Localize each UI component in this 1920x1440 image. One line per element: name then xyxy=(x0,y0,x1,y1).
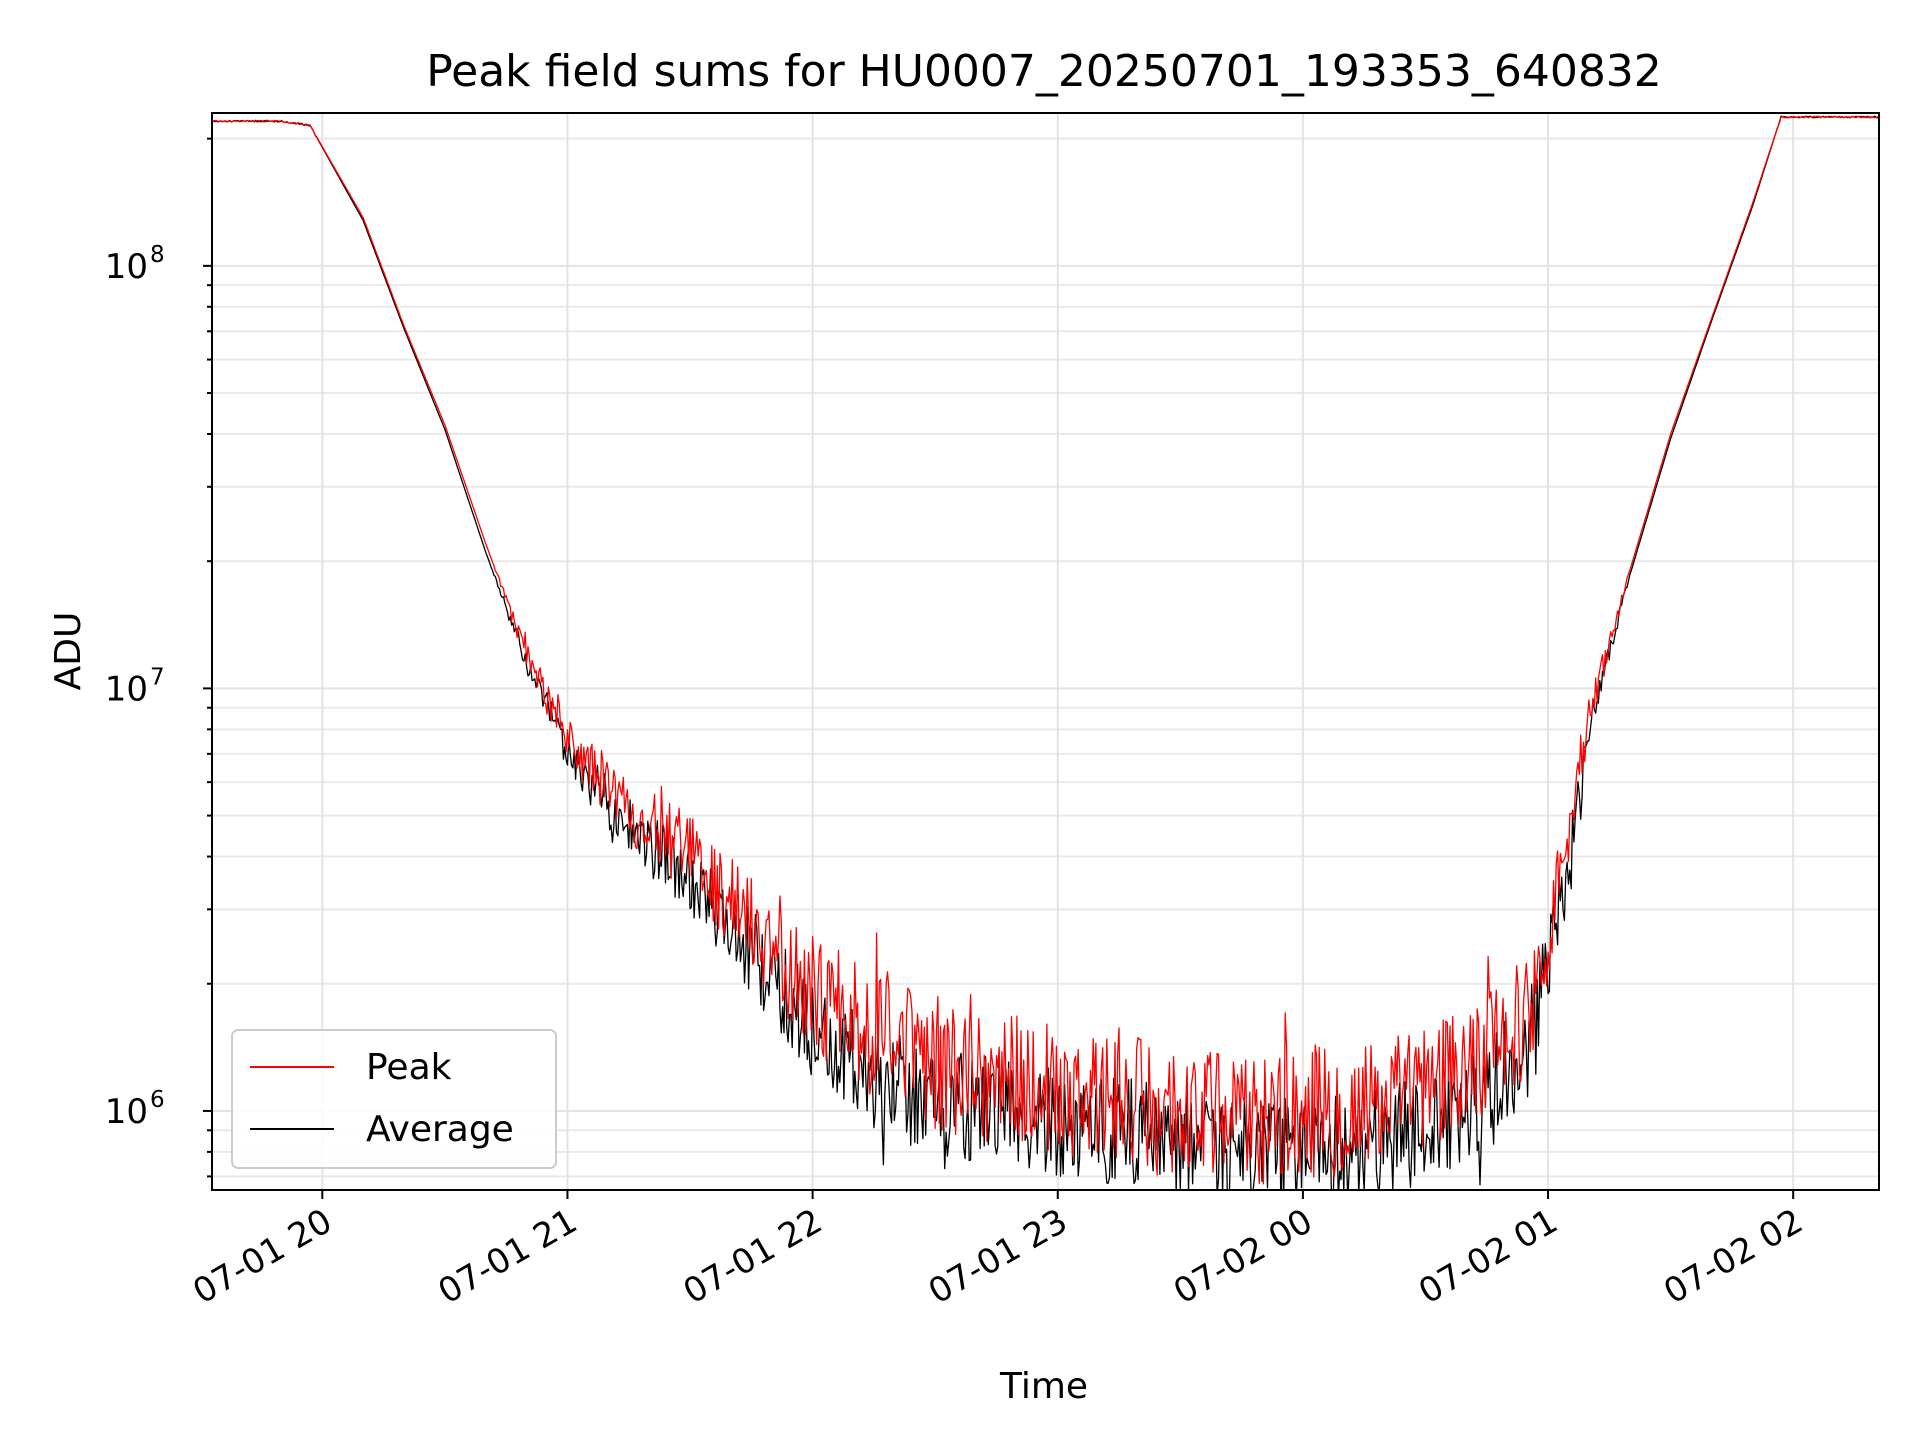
y-tick-exponent: 7 xyxy=(150,664,165,690)
y-tick-label: 10 xyxy=(105,1092,148,1132)
y-tick-label: 10 xyxy=(105,669,148,709)
y-tick-exponent: 6 xyxy=(150,1087,165,1113)
series-line-peak xyxy=(212,115,1879,1185)
series-line-average xyxy=(212,115,1879,1190)
legend-box xyxy=(231,1029,557,1169)
plot-frame xyxy=(211,112,1880,1191)
x-axis-label: Time xyxy=(999,1366,1088,1407)
legend-label-peak: Peak xyxy=(366,1047,452,1088)
series-layer xyxy=(212,115,1879,1190)
legend-label-average: Average xyxy=(366,1109,514,1150)
y-tick-label: 10 xyxy=(105,247,148,287)
y-tick-exponent: 8 xyxy=(150,242,165,268)
legend: Peak Average xyxy=(231,1029,557,1169)
y-axis-label: ADU xyxy=(48,612,89,691)
chart-title: Peak field sums for HU0007_20250701_1933… xyxy=(426,46,1662,97)
